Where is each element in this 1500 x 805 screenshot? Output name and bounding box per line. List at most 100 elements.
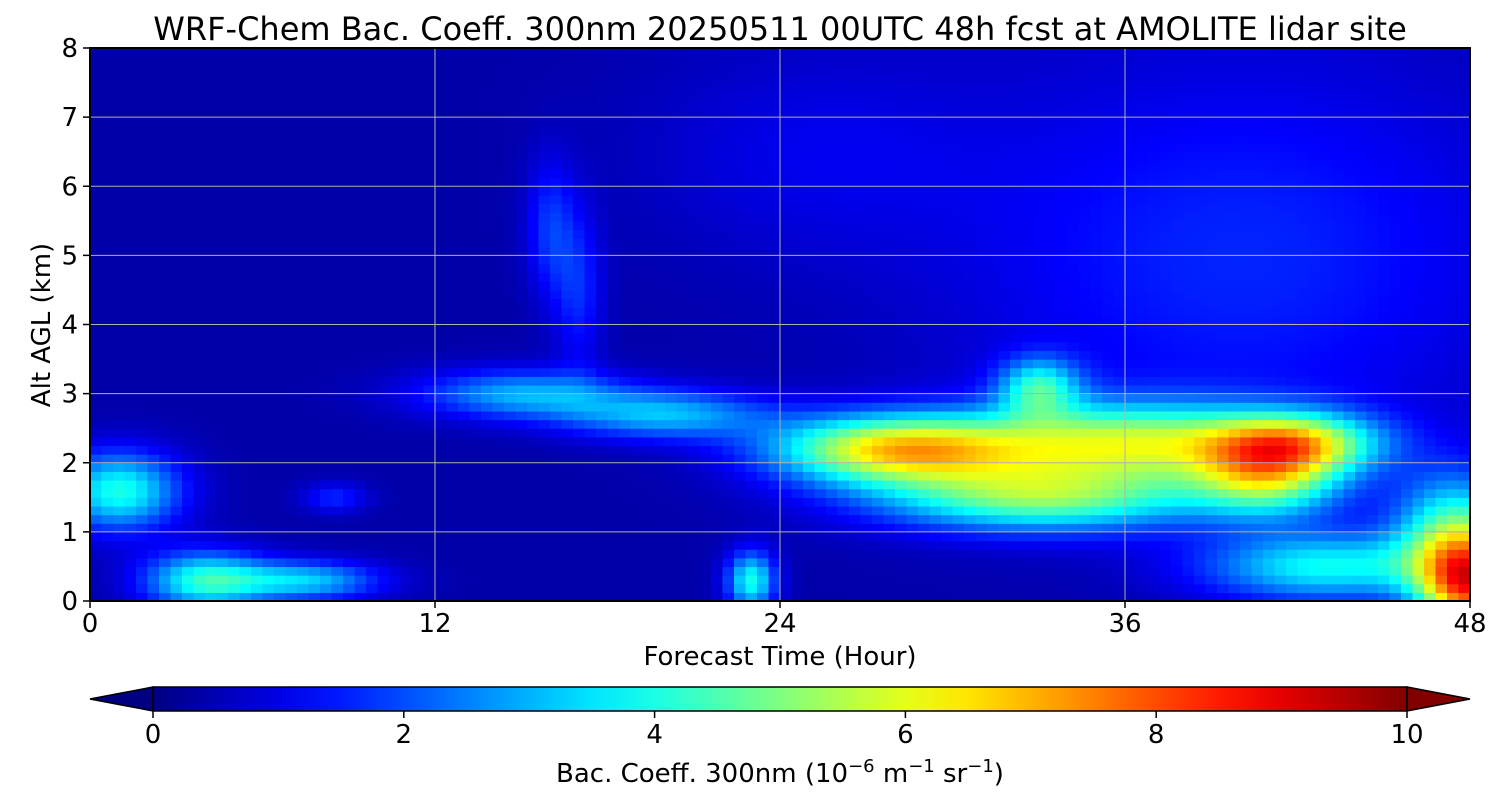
heatmap-cell — [619, 376, 632, 386]
heatmap-cell — [676, 488, 689, 498]
heatmap-cell — [469, 281, 482, 291]
heatmap-cell — [274, 246, 287, 256]
heatmap-cell — [492, 514, 505, 524]
heatmap-cell — [239, 445, 252, 455]
heatmap-cell — [653, 488, 666, 498]
heatmap-cell — [285, 194, 298, 205]
heatmap-cell — [630, 99, 643, 110]
heatmap-cell — [343, 471, 356, 481]
heatmap-cell — [561, 315, 574, 326]
heatmap-cell — [676, 497, 689, 507]
heatmap-cell — [285, 376, 298, 386]
heatmap-cell — [308, 281, 321, 291]
heatmap-cell — [262, 255, 275, 265]
heatmap-cell — [308, 523, 321, 533]
heatmap-cell — [354, 497, 367, 507]
heatmap-cell — [124, 255, 137, 265]
heatmap-cell — [285, 384, 298, 395]
heatmap-cell — [826, 168, 839, 179]
heatmap-cell — [895, 341, 908, 352]
heatmap-cell — [768, 523, 781, 533]
heatmap-cell — [757, 56, 770, 66]
heatmap-cell — [343, 454, 356, 464]
heatmap-cell — [561, 203, 574, 213]
heatmap-cell — [780, 419, 793, 429]
heatmap-cell — [423, 367, 436, 377]
heatmap-cell — [665, 108, 678, 118]
heatmap-cell — [814, 436, 827, 447]
heatmap-cell — [734, 393, 747, 403]
heatmap-cell — [331, 272, 344, 282]
heatmap-cell — [113, 497, 126, 507]
heatmap-cell — [768, 419, 781, 429]
heatmap-cell — [872, 497, 885, 507]
heatmap-cell — [642, 255, 655, 265]
heatmap-cell — [193, 134, 206, 144]
heatmap-cell — [711, 333, 724, 343]
heatmap-cell — [676, 255, 689, 265]
heatmap-cell — [320, 402, 333, 412]
heatmap-cell — [929, 264, 942, 274]
heatmap-cell — [262, 359, 275, 369]
heatmap-cell — [665, 212, 678, 222]
heatmap-cell — [251, 203, 264, 213]
heatmap-cell — [354, 419, 367, 429]
heatmap-cell — [964, 108, 977, 118]
heatmap-cell — [734, 454, 747, 464]
heatmap-cell — [607, 393, 620, 403]
heatmap-cell — [366, 48, 379, 58]
heatmap-cell — [308, 125, 321, 136]
heatmap-cell — [239, 454, 252, 464]
heatmap-cell — [607, 557, 620, 568]
heatmap-cell — [251, 117, 264, 127]
heatmap-cell — [113, 177, 126, 187]
heatmap-cell — [423, 229, 436, 239]
heatmap-cell — [803, 151, 816, 161]
heatmap-cell — [952, 186, 965, 196]
heatmap-cell — [975, 419, 988, 429]
heatmap-cell — [734, 281, 747, 291]
heatmap-cell — [906, 471, 919, 481]
heatmap-cell — [722, 125, 735, 136]
heatmap-cell — [653, 410, 666, 421]
heatmap-cell — [722, 549, 735, 559]
heatmap-cell — [561, 151, 574, 161]
heatmap-cell — [147, 419, 160, 429]
heatmap-cell — [366, 359, 379, 369]
heatmap-cell — [573, 428, 586, 438]
heatmap-cell — [929, 99, 942, 110]
heatmap-cell — [791, 462, 804, 472]
heatmap-cell — [929, 143, 942, 153]
heatmap-cell — [780, 410, 793, 421]
heatmap-cell — [113, 575, 126, 585]
heatmap-cell — [941, 575, 954, 585]
heatmap-cell — [113, 186, 126, 196]
heatmap-cell — [331, 194, 344, 205]
heatmap-cell — [975, 384, 988, 395]
heatmap-cell — [941, 471, 954, 481]
heatmap-cell — [527, 350, 540, 360]
heatmap-cell — [906, 575, 919, 585]
heatmap-cell — [216, 557, 229, 568]
heatmap-cell — [193, 592, 206, 601]
heatmap-cell — [883, 436, 896, 447]
heatmap-cell — [147, 531, 160, 542]
heatmap-cell — [205, 238, 218, 248]
heatmap-cell — [722, 246, 735, 256]
heatmap-cell — [504, 523, 517, 533]
heatmap-cell — [619, 359, 632, 369]
heatmap-cell — [872, 298, 885, 308]
heatmap-cell — [711, 575, 724, 585]
heatmap-cell — [550, 65, 563, 75]
heatmap-cell — [354, 220, 367, 231]
heatmap-cell — [412, 505, 425, 516]
heatmap-cell — [435, 350, 448, 360]
heatmap-cell — [469, 315, 482, 326]
heatmap-cell — [308, 410, 321, 421]
heatmap-cell — [803, 229, 816, 239]
heatmap-cell — [423, 505, 436, 516]
heatmap-cell — [584, 341, 597, 352]
heatmap-cell — [918, 557, 931, 568]
heatmap-cell — [676, 48, 689, 58]
heatmap-cell — [435, 557, 448, 568]
